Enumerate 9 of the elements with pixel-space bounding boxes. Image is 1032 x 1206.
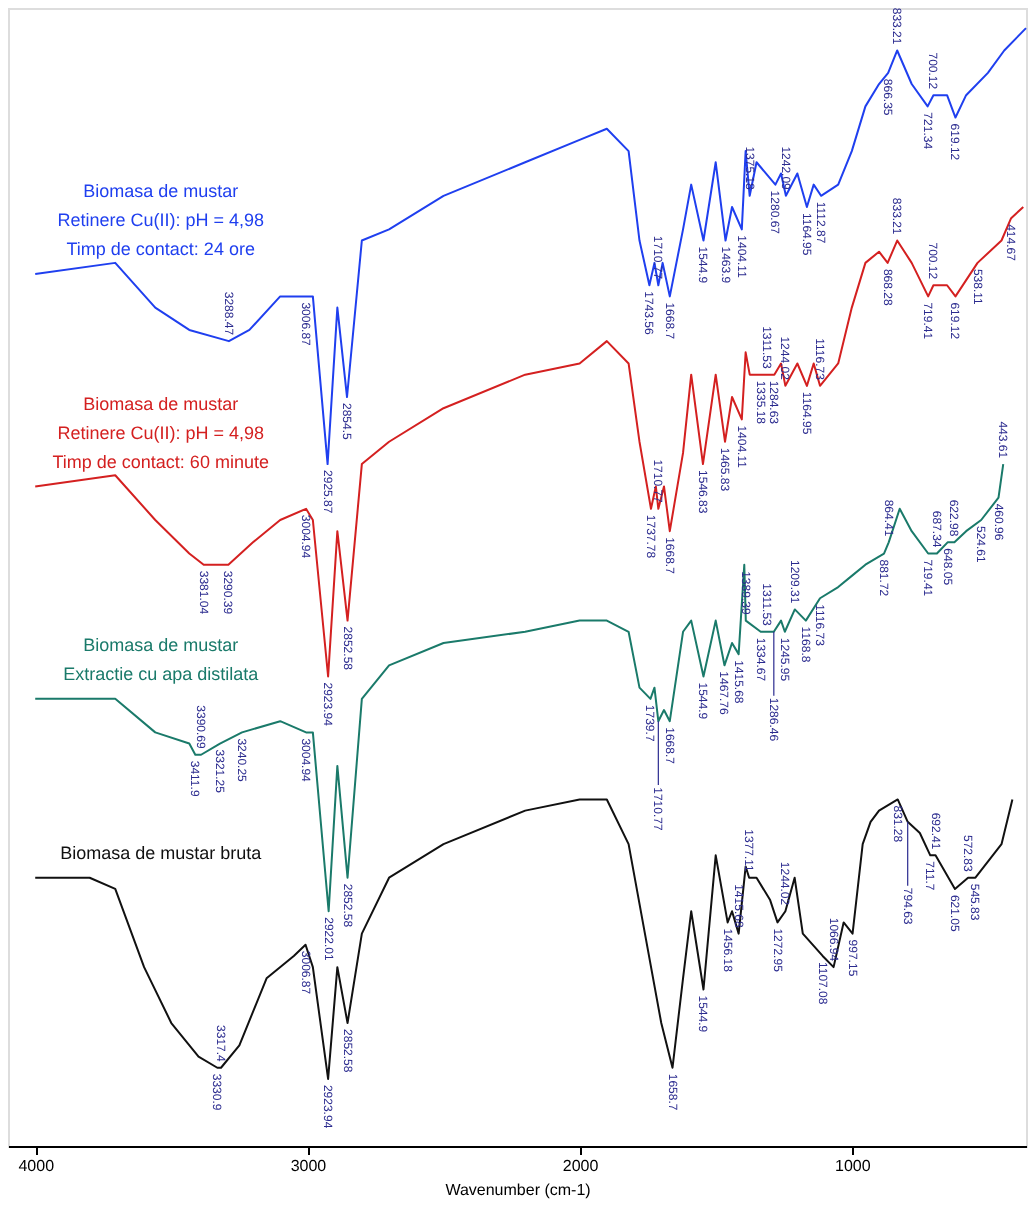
x-tick-label: 4000 bbox=[18, 1157, 56, 1175]
series-label: Biomasa de mustar Retinere Cu(II): pH = 4,98 Timp de contact: 60 minute bbox=[52, 393, 269, 472]
x-tick-label: 1000 bbox=[835, 1157, 872, 1175]
series-label: Biomasa de mustar Extractie cu apa distilata bbox=[63, 635, 259, 685]
series-label: Biomasa de mustar Retinere Cu(II): pH = 4,98 Timp de contact: 24 ore bbox=[57, 181, 265, 260]
x-tick-label: 2000 bbox=[562, 1157, 600, 1175]
series-label: Biomasa de mustar bruta bbox=[60, 843, 262, 864]
x-tick-label: 3000 bbox=[290, 1157, 328, 1175]
x-axis-title: Wavenumber (cm-1) bbox=[445, 1181, 592, 1199]
